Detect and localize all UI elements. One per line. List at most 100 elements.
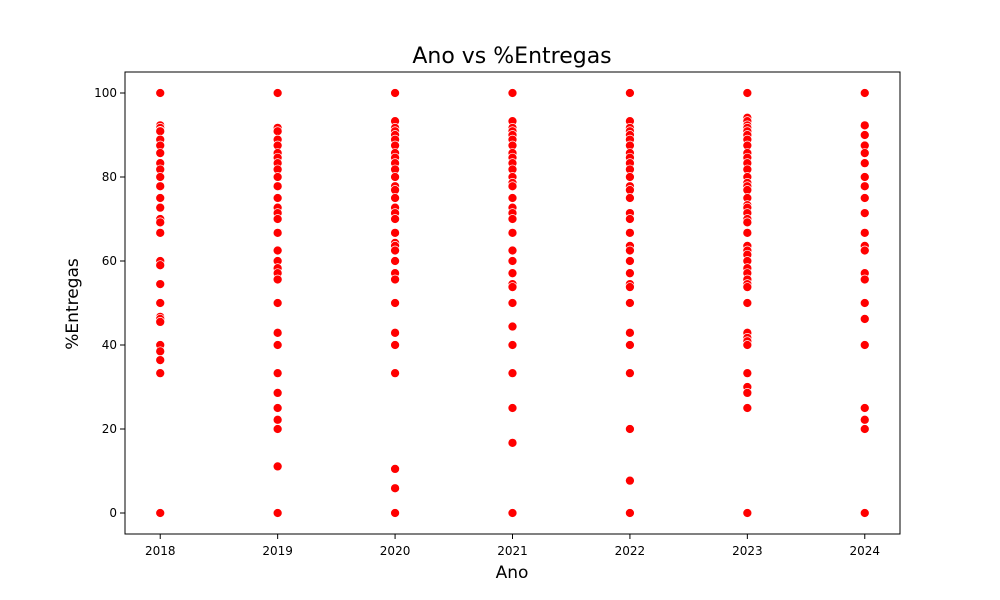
plot-area-frame [124, 71, 901, 535]
scatter-point [859, 508, 870, 518]
x-tick-label: 2020 [380, 544, 411, 558]
scatter-point [507, 438, 518, 448]
scatter-point [859, 88, 870, 98]
scatter-point [625, 340, 635, 350]
scatter-point [272, 508, 283, 518]
scatter-point [859, 130, 870, 140]
scatter-point [859, 228, 870, 238]
scatter-point [742, 388, 753, 398]
scatter-point [859, 424, 870, 434]
scatter-point [507, 88, 518, 98]
scatter-point [859, 314, 870, 324]
y-tick-label: 100 [94, 86, 117, 100]
scatter-point [507, 282, 518, 292]
scatter-point [625, 424, 635, 434]
scatter-point [155, 217, 166, 228]
scatter-point [507, 268, 518, 279]
scatter-point [272, 88, 283, 98]
scatter-point [507, 214, 518, 224]
scatter-point [155, 260, 166, 271]
scatter-point [625, 88, 635, 98]
scatter-point [859, 158, 870, 168]
scatter-point [155, 193, 166, 203]
scatter-point [507, 298, 518, 308]
scatter-point [507, 508, 518, 518]
scatter-point [625, 298, 635, 308]
scatter-point [507, 256, 518, 266]
x-axis-ticks: 2018 2019 2020 2021 2022 2023 2024 [145, 534, 880, 558]
scatter-point [155, 148, 166, 158]
scatter-point [390, 508, 400, 518]
scatter-point [272, 340, 283, 350]
scatter-point [625, 475, 635, 486]
scatter-point [390, 228, 400, 238]
scatter-point [507, 321, 518, 332]
scatter-point [742, 217, 753, 228]
scatter-point [272, 193, 283, 203]
y-tick-label: 0 [109, 506, 117, 520]
data-points [155, 88, 870, 518]
scatter-point [742, 282, 753, 292]
scatter-point [742, 403, 753, 413]
scatter-point [859, 340, 870, 350]
scatter-point [155, 279, 166, 289]
scatter-point [859, 181, 870, 192]
scatter-point [507, 245, 518, 256]
scatter-point [272, 388, 283, 398]
y-axis-ticks: 0 20 40 60 80 100 [94, 86, 125, 520]
scatter-point [272, 228, 283, 238]
scatter-point [507, 340, 518, 350]
scatter-point [742, 88, 753, 98]
scatter-point [272, 126, 283, 137]
scatter-point [155, 228, 166, 238]
scatter-point [507, 403, 518, 413]
x-tick-label: 2022 [615, 544, 646, 558]
scatter-point [272, 403, 283, 413]
scatter-point [390, 245, 400, 256]
scatter-point [625, 193, 635, 203]
scatter-point [155, 126, 166, 137]
scatter-point [390, 327, 400, 338]
scatter-point [859, 414, 870, 425]
scatter-point [859, 172, 870, 182]
y-axis-label: %Entregas [63, 258, 83, 350]
x-tick-label: 2021 [497, 544, 528, 558]
x-tick-label: 2019 [262, 544, 293, 558]
scatter-point [507, 181, 518, 192]
scatter-point [272, 414, 283, 425]
scatter-point [625, 282, 635, 292]
scatter-point [859, 120, 870, 131]
scatter-point [625, 327, 635, 338]
scatter-point [155, 508, 166, 518]
scatter-point [859, 208, 870, 218]
scatter-point [272, 461, 283, 472]
scatter-point [272, 298, 283, 308]
scatter-point [155, 202, 166, 213]
scatter-point [390, 256, 400, 266]
scatter-point [859, 148, 870, 158]
x-tick-label: 2018 [145, 544, 176, 558]
scatter-point [155, 317, 166, 327]
scatter-point [390, 172, 400, 182]
scatter-point [155, 298, 166, 308]
scatter-point [390, 464, 400, 474]
y-tick-label: 20 [102, 422, 117, 436]
x-axis-label: Ano [496, 563, 529, 583]
scatter-point [155, 172, 166, 182]
scatter-point [859, 274, 870, 285]
scatter-point [625, 228, 635, 238]
scatter-point [859, 298, 870, 308]
scatter-point [625, 508, 635, 518]
scatter-point [272, 327, 283, 338]
scatter-point [625, 368, 635, 378]
scatter-point [742, 298, 753, 308]
scatter-point [859, 403, 870, 413]
scatter-point [155, 181, 166, 192]
scatter-point [390, 340, 400, 350]
scatter-point [390, 193, 400, 203]
scatter-point [155, 88, 166, 98]
scatter-point [390, 214, 400, 224]
y-tick-label: 80 [102, 170, 117, 184]
